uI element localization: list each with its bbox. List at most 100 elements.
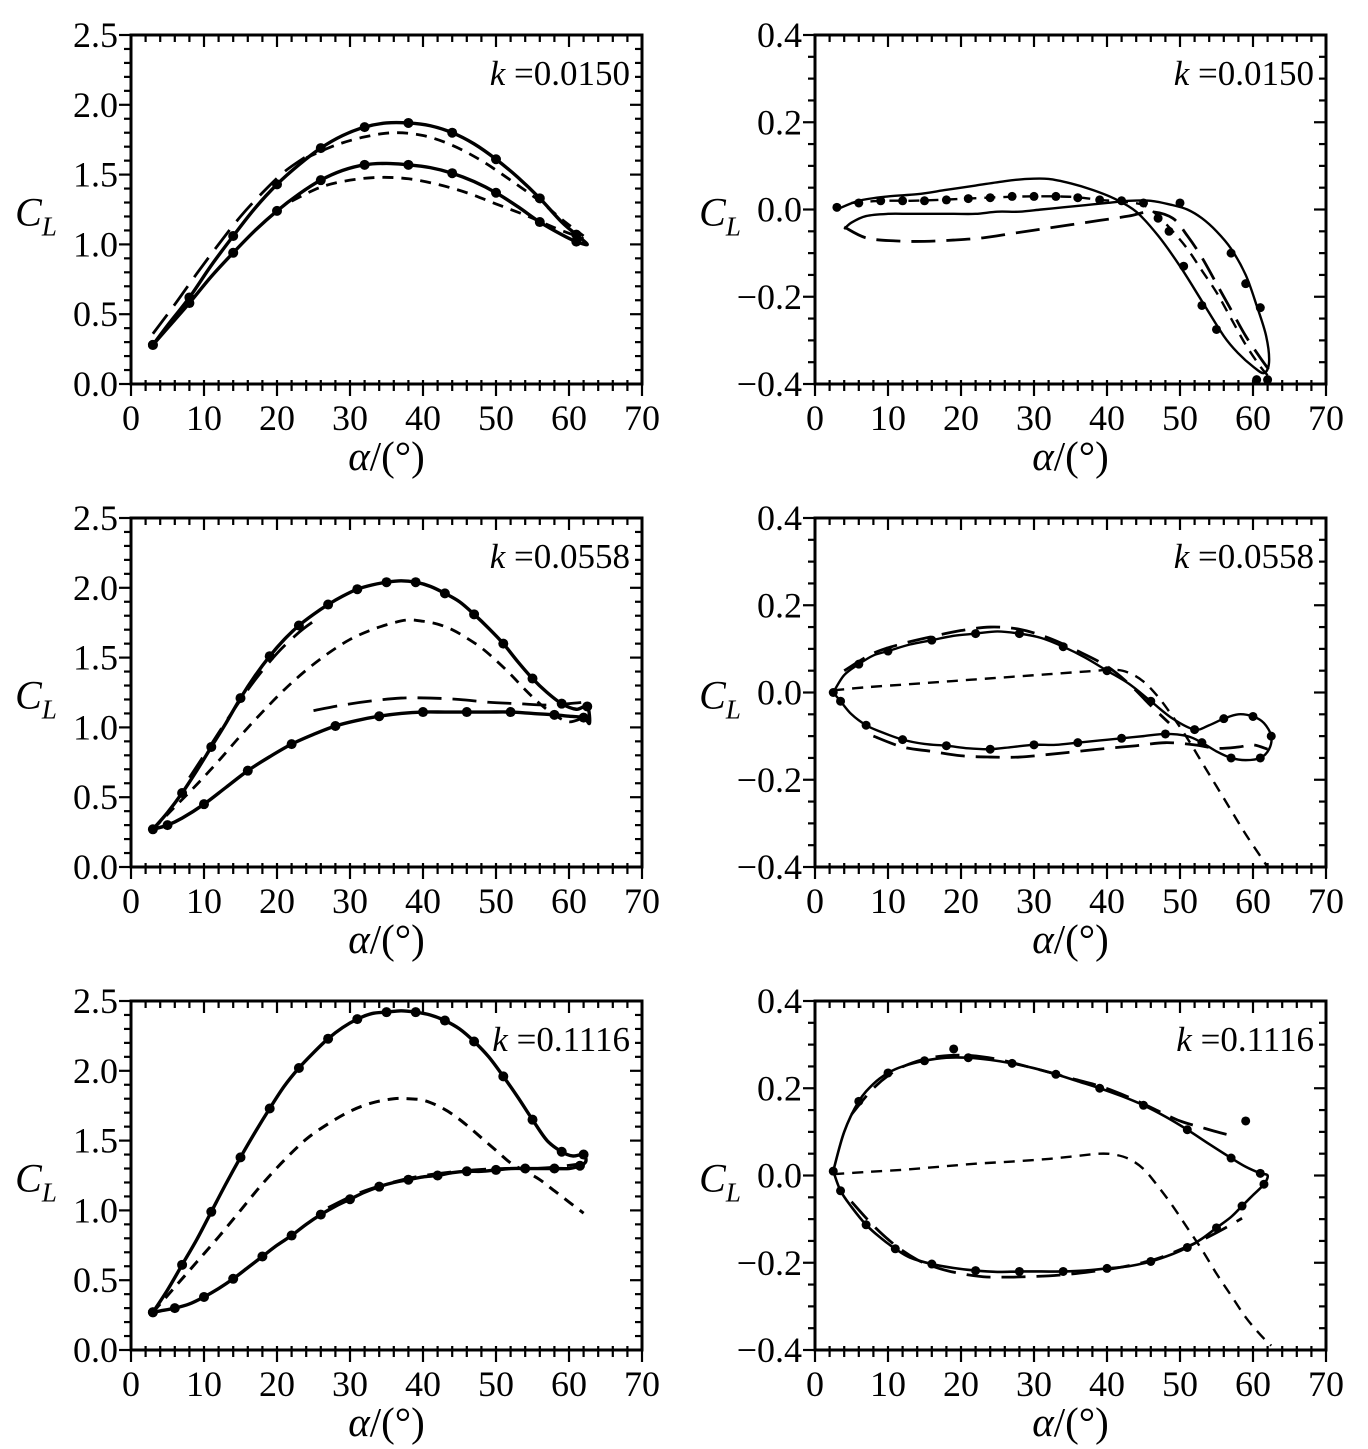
x-tick-label: 40 xyxy=(405,398,441,438)
x-tick-label: 0 xyxy=(122,398,140,438)
panel-cl-fluct-vs-alpha-k1116: 0 10 20 30 40 50 60 70 −0.4 −0.2 0.0 0.2 0.4 CL α/(°) k… xyxy=(684,966,1368,1449)
x-tick-label: 50 xyxy=(1162,1364,1198,1404)
y-axis-label: CL xyxy=(699,1156,741,1208)
x-tick-label: 60 xyxy=(551,1364,587,1404)
x-tick-label: 70 xyxy=(1308,398,1344,438)
series-model-long-dash-upstroke xyxy=(188,620,315,779)
x-tick-label: 20 xyxy=(259,398,295,438)
x-tick-label: 40 xyxy=(1089,1364,1125,1404)
y-tick-label: −0.4 xyxy=(737,364,802,404)
x-axis-label: α/(°) xyxy=(1032,1399,1109,1445)
axis-ticks xyxy=(803,33,1328,396)
series-experiment-dots-markers xyxy=(832,191,1273,385)
y-axis-label: CL xyxy=(699,673,741,725)
y-tick-label: 0.4 xyxy=(757,981,802,1021)
y-tick-label: −0.4 xyxy=(737,847,802,887)
x-tick-label: 0 xyxy=(806,881,824,921)
x-tick-label: 20 xyxy=(259,881,295,921)
series-experiment-stray-dots-markers xyxy=(949,1044,1251,1126)
series-model-short-dash-loop xyxy=(151,618,585,831)
x-axis-label: α/(°) xyxy=(348,916,425,962)
x-tick-label: 30 xyxy=(1016,881,1052,921)
x-tick-label: 20 xyxy=(259,1364,295,1404)
x-tick-label: 70 xyxy=(1308,1364,1344,1404)
x-tick-label: 60 xyxy=(1235,398,1271,438)
y-tick-label: −0.2 xyxy=(737,277,802,317)
y-tick-label: 2.5 xyxy=(73,981,118,1021)
y-tick-label: −0.2 xyxy=(737,760,802,800)
x-tick-label: 50 xyxy=(478,398,514,438)
y-tick-label: 0.0 xyxy=(757,673,802,713)
x-tick-label: 20 xyxy=(943,398,979,438)
series-model-long-dash xyxy=(843,210,1271,372)
axis-ticks xyxy=(803,999,1328,1362)
k-annotation: k =0.0558 xyxy=(490,537,630,576)
x-tick-label: 40 xyxy=(1089,398,1125,438)
series-model-short-dash xyxy=(151,1096,585,1314)
y-tick-label: 0.2 xyxy=(757,1068,802,1108)
series-experiment-loop-markers xyxy=(147,117,582,350)
x-tick-label: 60 xyxy=(1235,1364,1271,1404)
y-tick-label: 2.0 xyxy=(73,568,118,608)
series-model-short-dash xyxy=(833,668,1269,868)
panel-cl-vs-alpha-k0558: 0 10 20 30 40 50 60 70 0.0 0.5 1.0 1.5 2.0 2.5 CL α/(°)… xyxy=(0,483,684,966)
panel-cl-vs-alpha-k0150: 0 10 20 30 40 50 60 70 0.0 0.5 1.0 1.5 2.0 2.5 CL α/(°)… xyxy=(0,0,684,483)
series-model-long-dash-lower xyxy=(327,1162,577,1209)
x-tick-label: 10 xyxy=(870,1364,906,1404)
y-tick-label: 0.0 xyxy=(73,364,118,404)
plot-frame xyxy=(129,516,644,869)
panel-cl-vs-alpha-k1116: 0 10 20 30 40 50 60 70 0.0 0.5 1.0 1.5 2.0 2.5 CL α/(°)… xyxy=(0,966,684,1449)
series-experiment-loop-markers xyxy=(828,1053,1269,1276)
x-tick-label: 0 xyxy=(122,881,140,921)
chart-cl-fluct-vs-alpha-k1116: 0 10 20 30 40 50 60 70 −0.4 −0.2 0.0 0.2 0.4 CL α/(°) k… xyxy=(699,981,1344,1445)
panel-cl-fluct-vs-alpha-k0150: 0 10 20 30 40 50 60 70 −0.4 −0.2 0.0 0.2 0.4 CL α/(°) k… xyxy=(684,0,1368,483)
y-tick-label: 0.0 xyxy=(73,1330,118,1370)
x-tick-label: 10 xyxy=(870,881,906,921)
x-tick-label: 20 xyxy=(943,1364,979,1404)
chart-cl-fluct-vs-alpha-k0558: 0 10 20 30 40 50 60 70 −0.4 −0.2 0.0 0.2 0.4 CL α/(°) k… xyxy=(699,498,1344,962)
y-tick-label: −0.2 xyxy=(737,1243,802,1283)
chart-cl-vs-alpha-k1116: 0 10 20 30 40 50 60 70 0.0 0.5 1.0 1.5 2.0 2.5 CL α/(°)… xyxy=(15,981,660,1445)
y-tick-label: 0.5 xyxy=(73,294,118,334)
series-model-long-dash-upper xyxy=(843,625,1171,725)
y-tick-label: 0.5 xyxy=(73,1260,118,1300)
x-axis-label: α/(°) xyxy=(348,433,425,479)
series-model-long-dash-upstroke xyxy=(151,155,308,335)
y-axis-label: CL xyxy=(15,673,57,725)
x-tick-label: 70 xyxy=(624,398,660,438)
series-experiment-loop xyxy=(151,1009,588,1314)
x-tick-label: 70 xyxy=(624,1364,660,1404)
x-tick-label: 10 xyxy=(870,398,906,438)
y-tick-label: 1.0 xyxy=(73,707,118,747)
y-tick-label: 2.0 xyxy=(73,1051,118,1091)
series-model-long-dash-lower xyxy=(313,696,584,713)
y-tick-label: 1.0 xyxy=(73,224,118,264)
y-tick-label: 1.0 xyxy=(73,1190,118,1230)
y-axis-label: CL xyxy=(15,190,57,242)
x-tick-label: 40 xyxy=(405,1364,441,1404)
x-tick-label: 0 xyxy=(122,1364,140,1404)
axis-ticks xyxy=(119,33,644,396)
x-tick-label: 60 xyxy=(551,398,587,438)
x-tick-label: 30 xyxy=(332,1364,368,1404)
x-axis-label: α/(°) xyxy=(348,1399,425,1445)
plot-frame xyxy=(129,999,644,1352)
axis-ticks xyxy=(119,999,644,1362)
y-tick-label: 1.5 xyxy=(73,1121,118,1161)
series-model-long-dash-lower xyxy=(872,734,1269,759)
y-tick-label: 0.4 xyxy=(757,15,802,55)
y-tick-label: 0.0 xyxy=(757,190,802,230)
x-tick-label: 10 xyxy=(186,398,222,438)
chart-cl-vs-alpha-k0150: 0 10 20 30 40 50 60 70 0.0 0.5 1.0 1.5 2.0 2.5 CL α/(°)… xyxy=(15,15,660,479)
x-tick-label: 50 xyxy=(1162,881,1198,921)
x-tick-label: 50 xyxy=(478,1364,514,1404)
plot-frame xyxy=(129,33,644,386)
x-tick-label: 60 xyxy=(1235,881,1271,921)
x-tick-label: 40 xyxy=(1089,881,1125,921)
x-tick-label: 50 xyxy=(1162,398,1198,438)
x-tick-label: 30 xyxy=(1016,398,1052,438)
y-tick-label: 2.5 xyxy=(73,498,118,538)
x-tick-label: 0 xyxy=(806,1364,824,1404)
